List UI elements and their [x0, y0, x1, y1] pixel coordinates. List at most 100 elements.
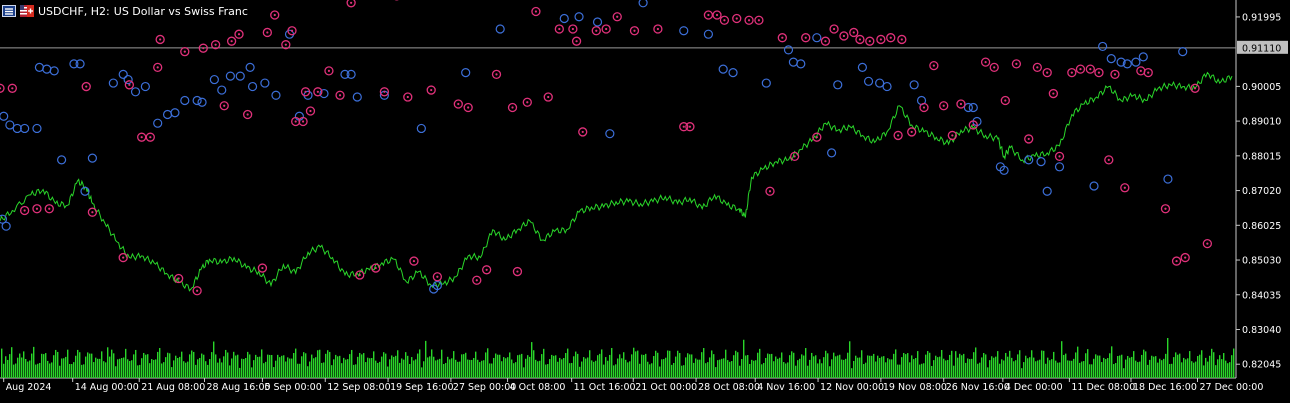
- volume-bar: [1203, 365, 1205, 378]
- volume-bar: [371, 358, 373, 378]
- sell-marker-dot: [757, 19, 761, 22]
- volume-bar: [799, 358, 801, 378]
- volume-bar: [339, 355, 341, 378]
- sell-marker-dot: [1113, 73, 1117, 76]
- volume-bar: [785, 363, 787, 378]
- chart-menu-icon[interactable]: [2, 5, 16, 17]
- y-tick-label: 0.86025: [1242, 221, 1281, 232]
- volume-bar: [763, 362, 765, 378]
- volume-bar: [1143, 349, 1145, 378]
- volume-bar: [1089, 364, 1091, 378]
- volume-bar: [27, 361, 29, 378]
- sell-marker-dot: [959, 102, 963, 106]
- buy-marker: [56, 155, 67, 165]
- volume-bar: [1043, 350, 1045, 378]
- volume-bar: [209, 359, 211, 378]
- x-tick-label: 21 Aug 08:00: [141, 382, 205, 393]
- volume-bar: [517, 355, 519, 378]
- volume-bar: [617, 358, 619, 378]
- volume-bar: [605, 357, 607, 378]
- price-axis[interactable]: 0.91995 0.90005 0.89010 0.88015 0.87020 0.860…: [1236, 12, 1281, 371]
- buy-marker: [180, 95, 190, 106]
- sell-marker: [849, 27, 859, 38]
- sell-marker-dot: [1004, 99, 1007, 102]
- volume-bar: [1055, 360, 1057, 378]
- volume-bar: [307, 366, 309, 378]
- y-tick-label: 0.85030: [1242, 256, 1281, 267]
- volume-bar: [747, 354, 749, 378]
- volume-bar: [221, 362, 223, 378]
- volume-bar: [447, 356, 449, 378]
- sell-marker-dot: [575, 40, 578, 43]
- buy-marker: [968, 102, 978, 113]
- volume-bar: [959, 353, 961, 378]
- sell-marker-dot: [183, 50, 186, 53]
- volume-bar: [707, 362, 709, 378]
- time-axis[interactable]: Aug 2024 14 Aug 00:00 21 Aug 08:00 28 Aug 1…: [3, 378, 1264, 393]
- volume-bar: [379, 361, 381, 378]
- volume-bar: [1029, 357, 1031, 378]
- sell-marker-dot: [1046, 71, 1049, 74]
- sell-marker-dot: [350, 1, 353, 4]
- volume-bar: [421, 367, 423, 378]
- sell-marker: [124, 80, 135, 90]
- buy-marker: [319, 88, 329, 99]
- volume-bar: [1011, 357, 1013, 378]
- volume-bar: [639, 363, 641, 378]
- y-tick-label: 0.91995: [1242, 12, 1281, 23]
- sell-marker-dot: [793, 155, 796, 158]
- volume-bar: [711, 350, 713, 378]
- volume-bar: [401, 358, 403, 378]
- volume-bar: [1173, 357, 1175, 378]
- volume-bar: [1065, 353, 1067, 378]
- volume-bar: [229, 365, 231, 378]
- sell-marker-dot: [942, 104, 945, 107]
- buy-marker: [1042, 186, 1052, 196]
- buy-marker: [118, 69, 128, 79]
- volume-bar: [205, 361, 207, 378]
- buy-marker: [5, 120, 15, 130]
- volume-bar: [253, 360, 255, 378]
- buy-marker: [245, 62, 255, 72]
- volume-bar: [367, 357, 369, 378]
- volume-bar: [1027, 358, 1029, 378]
- buy-marker: [153, 118, 163, 128]
- volume-bar: [1207, 361, 1209, 378]
- volume-bar: [749, 364, 751, 378]
- volume-bar: [99, 358, 101, 378]
- volume-bar: [663, 359, 665, 378]
- volume-bar: [333, 359, 335, 378]
- volume-bar: [1041, 350, 1043, 378]
- x-tick-label: 4 Oct 08:00: [510, 382, 566, 393]
- volume-bar: [405, 352, 407, 378]
- volume-bar: [1017, 354, 1019, 378]
- buy-marker: [1106, 54, 1116, 64]
- x-tick-label: 19 Sep 16:00: [390, 382, 453, 393]
- volume-bar: [719, 359, 721, 378]
- volume-bar: [225, 349, 227, 378]
- volume-bar: [1005, 352, 1007, 378]
- volume-bar: [1031, 350, 1033, 378]
- volume-bar: [81, 364, 83, 378]
- volume-bar: [143, 352, 145, 378]
- volume-bar: [703, 348, 705, 378]
- volume-bar: [1097, 355, 1099, 378]
- volume-bar: [657, 352, 659, 378]
- volume-bar: [627, 362, 629, 378]
- volume-bar: [15, 363, 17, 378]
- buy-marker: [1, 221, 11, 231]
- volume-bar: [1167, 338, 1169, 378]
- volume-bar: [191, 350, 193, 378]
- volume-bar: [107, 347, 109, 378]
- sell-marker-dot: [747, 19, 751, 22]
- sell-marker-dot: [294, 120, 297, 123]
- sell-marker-dot: [832, 27, 836, 31]
- volume-bar: [313, 358, 315, 378]
- volume-bar: [1013, 361, 1015, 378]
- volume-bar: [1215, 365, 1217, 378]
- volume-bar: [775, 356, 777, 378]
- buy-marker: [728, 67, 738, 78]
- x-tick-label: 12 Nov 00:00: [820, 382, 884, 393]
- volume-bar: [957, 357, 959, 378]
